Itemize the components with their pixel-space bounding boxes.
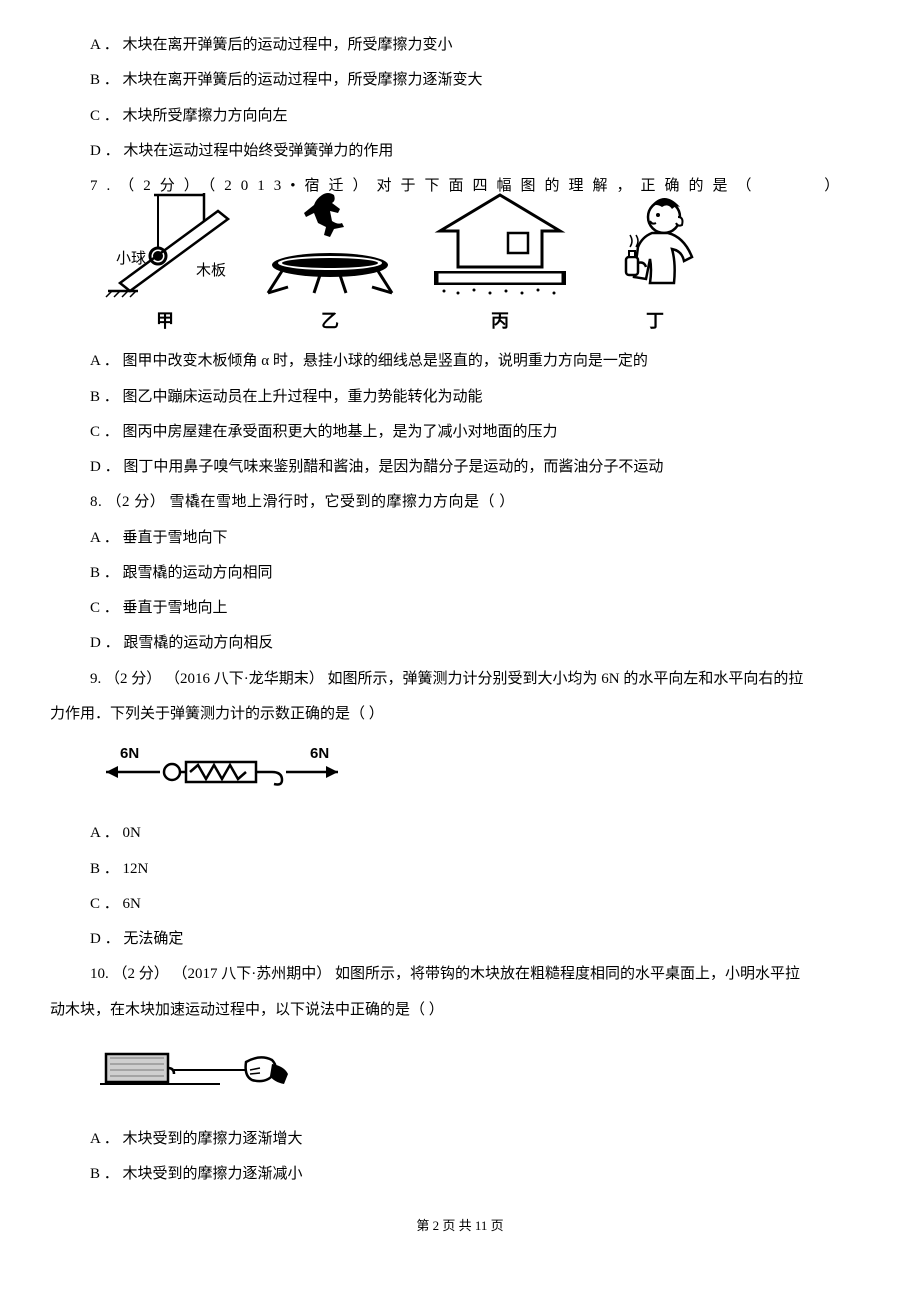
q10-option-a: A ． 木块受到的摩擦力逐渐增大 — [50, 1122, 870, 1157]
q7-figure-row: 小球 木板 甲 乙 — [50, 212, 870, 342]
q8-option-c: C ． 垂直于雪地向上 — [50, 591, 870, 626]
prev-option-b: B ． 木块在离开弹簧后的运动过程中，所受摩擦力逐渐变大 — [50, 63, 870, 98]
q7-option-a: A ． 图甲中改变木板倾角 α 时，悬挂小球的细线总是竖直的，说明重力方向是一定… — [50, 344, 870, 379]
q7-fig-yi-label: 乙 — [260, 300, 400, 342]
q9-option-a: A ． 0N — [50, 816, 870, 851]
q7-fig-ding-label: 丁 — [600, 300, 710, 342]
q9-left-label: 6N — [120, 745, 139, 762]
q9-figure: 6N 6N — [50, 742, 870, 806]
page-content: A ． 木块在离开弹簧后的运动过程中，所受摩擦力变小 B ． 木块在离开弹簧后的… — [0, 0, 920, 1261]
trampoline-icon — [260, 193, 400, 298]
page-footer: 第 2 页 共 11 页 — [50, 1211, 870, 1242]
q8-option-a: A ． 垂直于雪地向下 — [50, 521, 870, 556]
q9-option-b: B ． 12N — [50, 852, 870, 887]
fig-jia-board-label: 木板 — [196, 261, 226, 279]
q10-stem-line2: 动木块，在木块加速运动过程中，以下说法中正确的是（ ） — [50, 993, 870, 1028]
block-pull-icon — [100, 1040, 290, 1096]
q9-option-c: C ． 6N — [50, 887, 870, 922]
incline-board-icon: 小球 木板 — [100, 193, 230, 298]
q7-fig-ding: 丁 — [600, 193, 710, 342]
q9-stem-line1: 9. （2 分） （2016 八下·龙华期末） 如图所示，弹簧测力计分别受到大小… — [50, 662, 870, 697]
fig-jia-ball-label: 小球 — [116, 250, 146, 267]
q10-option-b: B ． 木块受到的摩擦力逐渐减小 — [50, 1157, 870, 1192]
q7-option-d: D ． 图丁中用鼻子嗅气味来鉴别醋和酱油，是因为醋分子是运动的，而酱油分子不运动 — [50, 450, 870, 485]
house-foundation-icon — [430, 193, 570, 298]
q9-stem-line2: 力作用．下列关于弹簧测力计的示数正确的是（ ） — [50, 697, 870, 732]
spring-scale-icon: 6N 6N — [100, 742, 360, 792]
q9-option-d: D ． 无法确定 — [50, 922, 870, 957]
prev-option-d: D ． 木块在运动过程中始终受弹簧弹力的作用 — [50, 134, 870, 169]
q9-right-label: 6N — [310, 745, 329, 762]
q7-fig-jia-label: 甲 — [100, 300, 230, 342]
q8-option-d: D ． 跟雪橇的运动方向相反 — [50, 626, 870, 661]
q7-paren-close: ） — [824, 178, 839, 194]
q7-fig-bing-label: 丙 — [430, 300, 570, 342]
boy-smell-icon — [600, 193, 710, 298]
q10-figure — [50, 1040, 870, 1110]
prev-option-a: A ． 木块在离开弹簧后的运动过程中，所受摩擦力变小 — [50, 28, 870, 63]
q7-stem-text: 7.（2分）（2013•宿迁）对于下面四幅图的理解，正确的是（ — [90, 178, 761, 194]
q7-fig-bing: 丙 — [430, 193, 570, 342]
q7-option-c: C ． 图丙中房屋建在承受面积更大的地基上，是为了减小对地面的压力 — [50, 415, 870, 450]
q7-fig-jia: 小球 木板 甲 — [100, 193, 230, 342]
prev-option-c: C ． 木块所受摩擦力方向向左 — [50, 99, 870, 134]
q8-stem: 8. （2 分） 雪橇在雪地上滑行时，它受到的摩擦力方向是（ ） — [50, 485, 870, 520]
q7-fig-yi: 乙 — [260, 193, 400, 342]
q7-option-b: B ． 图乙中蹦床运动员在上升过程中，重力势能转化为动能 — [50, 380, 870, 415]
q8-option-b: B ． 跟雪橇的运动方向相同 — [50, 556, 870, 591]
q10-stem-line1: 10. （2 分） （2017 八下·苏州期中） 如图所示，将带钩的木块放在粗糙… — [50, 957, 870, 992]
